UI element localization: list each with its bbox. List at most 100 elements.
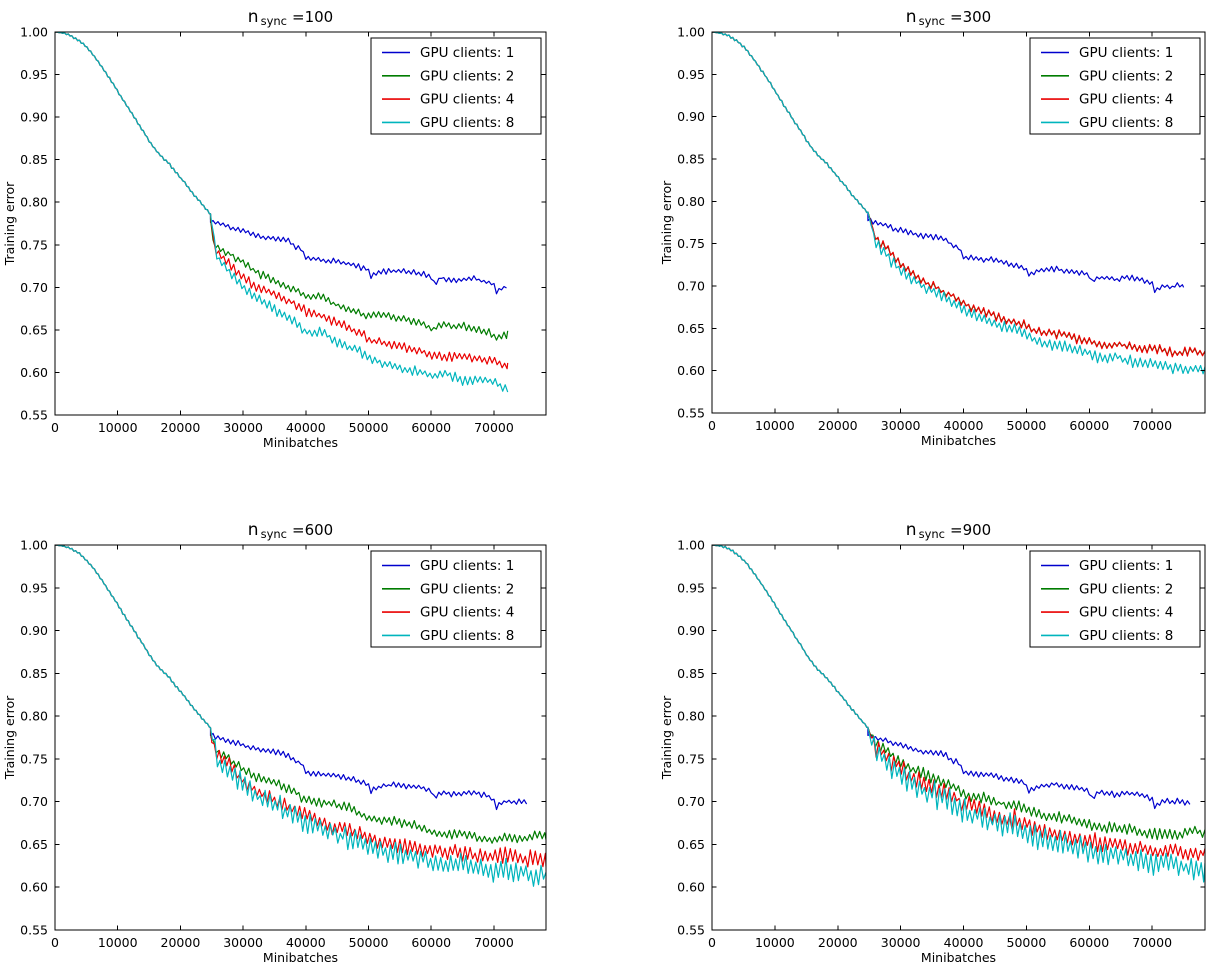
x-tick-label: 30000 (223, 420, 263, 435)
chart-nsync-300: 0 10000 20000 30000 40000 50000 60000 70000 0.55… (659, 7, 1206, 448)
x-tick-label: 20000 (818, 935, 858, 950)
y-tick-label: 0.75 (677, 236, 705, 251)
y-tick-label: 1.00 (677, 538, 705, 553)
y-tick-label: 0.55 (677, 406, 705, 421)
axes-frame (711, 544, 1206, 931)
subplot-nsync-300: 0 10000 20000 30000 40000 50000 60000 70000 0.55… (606, 0, 1211, 483)
x-tick-label: 30000 (881, 935, 921, 950)
x-tick-label: 0 (51, 935, 59, 950)
y-tick-label: 0.55 (20, 408, 48, 423)
legend-label: GPU clients: 1 (420, 45, 514, 61)
axes-frame (54, 544, 547, 931)
legend-label: GPU clients: 4 (420, 92, 514, 108)
legend: GPU clients: 1 GPU clients: 2 GPU clients:… (1029, 37, 1201, 135)
y-tick-label: 0.80 (20, 195, 48, 210)
y-tick-label: 0.85 (20, 666, 48, 681)
chart-title: n sync =300 (906, 7, 991, 28)
legend-label: GPU clients: 4 (1079, 605, 1173, 621)
y-tick-label: 0.85 (677, 152, 705, 167)
axes-frame (711, 31, 1206, 414)
x-tick-label: 0 (708, 418, 716, 433)
legend-box (370, 550, 542, 648)
series-line-gpu-clients-8 (712, 545, 1205, 883)
axes-frame (54, 31, 547, 416)
x-tick-label: 70000 (474, 935, 514, 950)
x-tick-label: 50000 (1007, 935, 1047, 950)
x-tick-label: 70000 (1132, 418, 1172, 433)
y-axis-label: Training error (659, 180, 674, 265)
y-tick-label: 0.65 (20, 837, 48, 852)
plot-area (55, 545, 546, 887)
y-tick-label: 0.90 (20, 110, 48, 125)
y-tick-label: 0.95 (677, 67, 705, 82)
y-axis-label: Training error (2, 695, 17, 780)
y-tick-label: 0.80 (677, 709, 705, 724)
y-tick-label: 0.70 (677, 279, 705, 294)
legend-label: GPU clients: 1 (1079, 45, 1173, 61)
x-tick-label: 0 (708, 935, 716, 950)
y-tick-label: 0.70 (20, 794, 48, 809)
x-tick-label: 10000 (98, 935, 138, 950)
x-tick-label: 30000 (223, 935, 263, 950)
y-tick-label: 0.65 (20, 322, 48, 337)
x-tick-label: 60000 (411, 935, 451, 950)
y-tick-label: 0.60 (677, 363, 705, 378)
y-tick-label: 0.75 (20, 237, 48, 252)
y-tick-label: 0.55 (677, 923, 705, 938)
chart-nsync-600: 0 10000 20000 30000 40000 50000 60000 70000 0.55… (2, 520, 547, 965)
y-tick-label: 0.75 (20, 751, 48, 766)
y-tick-label: 0.65 (677, 837, 705, 852)
y-tick-label: 0.55 (20, 923, 48, 938)
x-tick-label: 60000 (1069, 935, 1109, 950)
y-tick-label: 0.80 (677, 194, 705, 209)
legend-label: GPU clients: 8 (1079, 628, 1173, 644)
subplot-nsync-600: 0 10000 20000 30000 40000 50000 60000 70000 0.55… (0, 484, 605, 967)
series-line-gpu-clients-8 (55, 32, 509, 393)
legend-box (1029, 37, 1201, 135)
legend-label: GPU clients: 8 (420, 115, 514, 131)
plot-area (712, 32, 1205, 375)
legend-label: GPU clients: 2 (1079, 68, 1173, 84)
x-tick-label: 10000 (755, 935, 795, 950)
y-tick-label: 0.90 (20, 623, 48, 638)
x-tick-label: 50000 (349, 935, 389, 950)
y-tick-label: 0.60 (20, 365, 48, 380)
subplot-nsync-900: 0 10000 20000 30000 40000 50000 60000 70000 0.55… (606, 484, 1211, 967)
x-tick-label: 30000 (881, 418, 921, 433)
y-axis-label: Training error (659, 695, 674, 780)
y-tick-label: 0.85 (677, 666, 705, 681)
legend-label: GPU clients: 4 (1079, 92, 1173, 108)
legend: GPU clients: 1 GPU clients: 2 GPU clients:… (370, 37, 542, 135)
x-tick-label: 20000 (161, 420, 201, 435)
x-tick-label: 40000 (286, 420, 326, 435)
x-tick-label: 70000 (1132, 935, 1172, 950)
y-tick-label: 0.95 (20, 67, 48, 82)
chart-nsync-900: 0 10000 20000 30000 40000 50000 60000 70000 0.55… (659, 520, 1206, 965)
subplot-nsync-100: 0 10000 20000 30000 40000 50000 60000 70000 0.55… (0, 0, 605, 483)
legend-label: GPU clients: 2 (1079, 581, 1173, 597)
series-line-gpu-clients-8 (55, 545, 546, 887)
legend-label: GPU clients: 2 (420, 68, 514, 84)
y-tick-label: 0.60 (677, 880, 705, 895)
y-tick-label: 0.90 (677, 109, 705, 124)
y-tick-label: 0.70 (677, 794, 705, 809)
x-tick-label: 40000 (944, 935, 984, 950)
x-axis-label: Minibatches (921, 433, 996, 448)
y-tick-label: 0.65 (677, 321, 705, 336)
chart-title: n sync =600 (248, 520, 333, 541)
legend-label: GPU clients: 8 (420, 628, 514, 644)
x-axis-label: Minibatches (263, 950, 338, 965)
legend-label: GPU clients: 1 (420, 558, 514, 574)
x-tick-label: 60000 (411, 420, 451, 435)
plot-area (55, 32, 509, 393)
y-tick-label: 0.80 (20, 709, 48, 724)
y-tick-label: 1.00 (677, 25, 705, 40)
x-tick-label: 40000 (286, 935, 326, 950)
y-tick-label: 0.85 (20, 152, 48, 167)
plot-area (712, 545, 1205, 883)
chart-title: n sync =100 (248, 7, 333, 28)
legend-box (1029, 550, 1201, 648)
legend: GPU clients: 1 GPU clients: 2 GPU clients:… (1029, 550, 1201, 648)
chart-nsync-100: 0 10000 20000 30000 40000 50000 60000 70000 0.55… (2, 7, 547, 450)
